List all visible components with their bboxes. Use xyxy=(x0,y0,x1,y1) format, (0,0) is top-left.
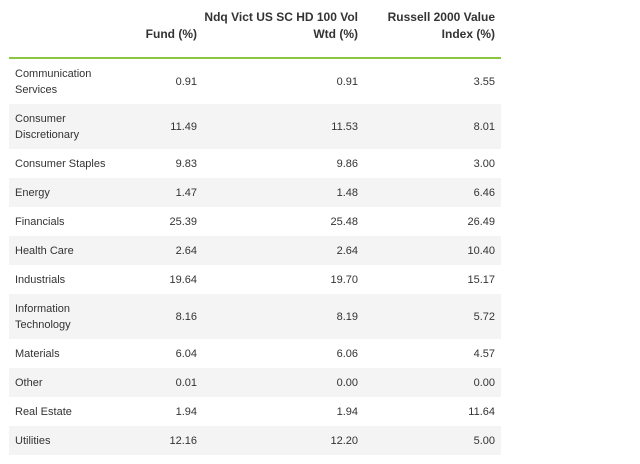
ndq-value: 19.70 xyxy=(330,273,358,286)
sector-name: Other xyxy=(15,376,43,389)
fund-value: 25.39 xyxy=(169,215,197,228)
table-row: Consumer Staples 9.83 9.86 3.00 xyxy=(9,149,501,178)
ndq-value: 6.06 xyxy=(336,347,358,360)
russell-value: 3.00 xyxy=(473,157,495,170)
table-row: Real Estate 1.94 1.94 11.64 xyxy=(9,397,501,426)
table-row: Consumer Discretionary 11.49 11.53 8.01 xyxy=(9,104,501,149)
sector-name: Communication Services xyxy=(15,67,92,96)
russell-value: 26.49 xyxy=(467,215,495,228)
fund-value: 8.16 xyxy=(175,310,197,323)
sector-name: Health Care xyxy=(15,244,74,257)
russell-value: 15.17 xyxy=(467,273,495,286)
sector-allocation-table: Fund (%) Ndq Vict US SC HD 100 Vol Wtd (… xyxy=(9,0,501,455)
ndq-value: 0.00 xyxy=(336,376,358,389)
fund-value: 9.83 xyxy=(175,157,197,170)
sector-name: Information Technology xyxy=(15,302,71,331)
russell-value: 3.55 xyxy=(473,75,495,88)
table-row: Health Care 2.64 2.64 10.40 xyxy=(9,236,501,265)
table-row: Financials 25.39 25.48 26.49 xyxy=(9,207,501,236)
table-row: Other 0.01 0.00 0.00 xyxy=(9,368,501,397)
table-row: Energy 1.47 1.48 6.46 xyxy=(9,178,501,207)
sector-name: Utilities xyxy=(15,434,51,447)
ndq-value: 9.86 xyxy=(336,157,358,170)
table-row: Materials 6.04 6.06 4.57 xyxy=(9,339,501,368)
ndq-value: 1.94 xyxy=(336,405,358,418)
header-ndq-index: Ndq Vict US SC HD 100 Vol Wtd (%) xyxy=(204,10,358,41)
ndq-value: 2.64 xyxy=(336,244,358,257)
fund-value: 0.91 xyxy=(175,75,197,88)
ndq-value: 12.20 xyxy=(330,434,358,447)
sector-name: Real Estate xyxy=(15,405,72,418)
sector-name: Industrials xyxy=(15,273,66,286)
russell-value: 4.57 xyxy=(473,347,495,360)
ndq-value: 25.48 xyxy=(330,215,358,228)
fund-value: 0.01 xyxy=(175,376,197,389)
fund-value: 1.47 xyxy=(175,186,197,199)
ndq-value: 0.91 xyxy=(336,75,358,88)
sector-name: Consumer Staples xyxy=(15,157,106,170)
russell-value: 8.01 xyxy=(473,120,495,133)
russell-value: 5.00 xyxy=(473,434,495,447)
sector-name: Consumer Discretionary xyxy=(15,112,80,141)
table-header: Fund (%) Ndq Vict US SC HD 100 Vol Wtd (… xyxy=(9,0,501,59)
fund-value: 12.16 xyxy=(169,434,197,447)
fund-value: 6.04 xyxy=(175,347,197,360)
russell-value: 5.72 xyxy=(473,310,495,323)
table-row: Industrials 19.64 19.70 15.17 xyxy=(9,265,501,294)
header-fund: Fund (%) xyxy=(145,27,197,41)
fund-value: 1.94 xyxy=(175,405,197,418)
table-row: Communication Services 0.91 0.91 3.55 xyxy=(9,59,501,104)
fund-value: 2.64 xyxy=(175,244,197,257)
header-russell-index: Russell 2000 Value Index (%) xyxy=(387,10,495,41)
ndq-value: 1.48 xyxy=(336,186,358,199)
russell-value: 11.64 xyxy=(468,405,495,418)
sector-name: Materials xyxy=(15,347,60,360)
russell-value: 6.46 xyxy=(473,186,495,199)
ndq-value: 8.19 xyxy=(336,310,358,323)
sector-name: Financials xyxy=(15,215,65,228)
fund-value: 19.64 xyxy=(169,273,197,286)
russell-value: 10.40 xyxy=(467,244,495,257)
sector-name: Energy xyxy=(15,186,50,199)
fund-value: 11.49 xyxy=(170,120,197,133)
russell-value: 0.00 xyxy=(473,376,495,389)
table-row: Utilities 12.16 12.20 5.00 xyxy=(9,426,501,455)
ndq-value: 11.53 xyxy=(331,120,358,133)
table-row: Information Technology 8.16 8.19 5.72 xyxy=(9,294,501,339)
